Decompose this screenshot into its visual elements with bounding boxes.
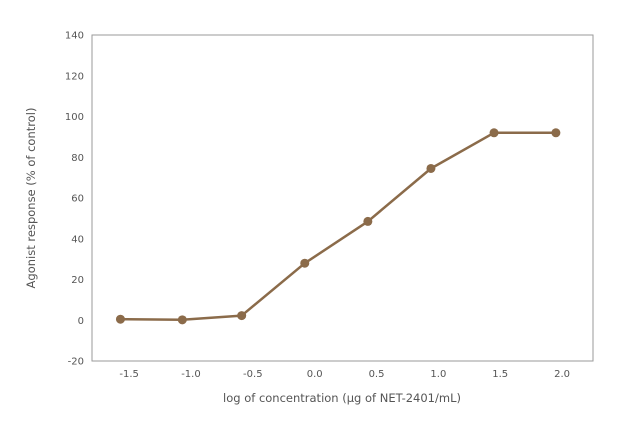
x-tick-label: 0.5 <box>369 369 385 380</box>
y-tick-label: 140 <box>65 31 84 42</box>
plot-area-frame <box>91 34 594 362</box>
data-point <box>237 311 247 321</box>
y-axis-title: Agonist response (% of control) <box>24 108 38 289</box>
y-tick-label: 80 <box>71 153 84 164</box>
x-tick-label: -1.5 <box>119 369 139 380</box>
x-tick-label: -1.0 <box>181 369 201 380</box>
data-point <box>551 128 561 138</box>
y-tick-label: 60 <box>71 194 84 205</box>
y-tick-label: 0 <box>78 316 84 327</box>
x-axis-ticks: -1.5 -1.0 -0.5 0.0 0.5 1.0 1.5 2.0 <box>119 369 570 380</box>
data-point <box>426 163 436 173</box>
series-line <box>119 131 558 322</box>
x-tick-label: 0.0 <box>307 369 323 380</box>
y-tick-label: -20 <box>68 357 84 368</box>
x-tick-label: -0.5 <box>243 369 263 380</box>
y-axis-ticks: -20 0 20 40 60 80 100 120 140 <box>65 31 84 368</box>
data-point <box>115 314 125 324</box>
data-point <box>300 258 310 268</box>
y-tick-label: 100 <box>65 112 84 123</box>
x-tick-label: 1.0 <box>430 369 446 380</box>
y-tick-label: 120 <box>65 71 84 82</box>
y-tick-label: 20 <box>71 275 84 286</box>
series-layer <box>115 128 561 325</box>
data-point <box>363 216 373 226</box>
y-tick-label: 40 <box>71 234 84 245</box>
x-tick-label: 1.5 <box>492 369 508 380</box>
data-point <box>177 315 187 325</box>
x-tick-label: 2.0 <box>554 369 570 380</box>
data-point <box>489 128 499 138</box>
x-axis-title: log of concentration (μg of NET-2401/mL) <box>223 391 461 405</box>
